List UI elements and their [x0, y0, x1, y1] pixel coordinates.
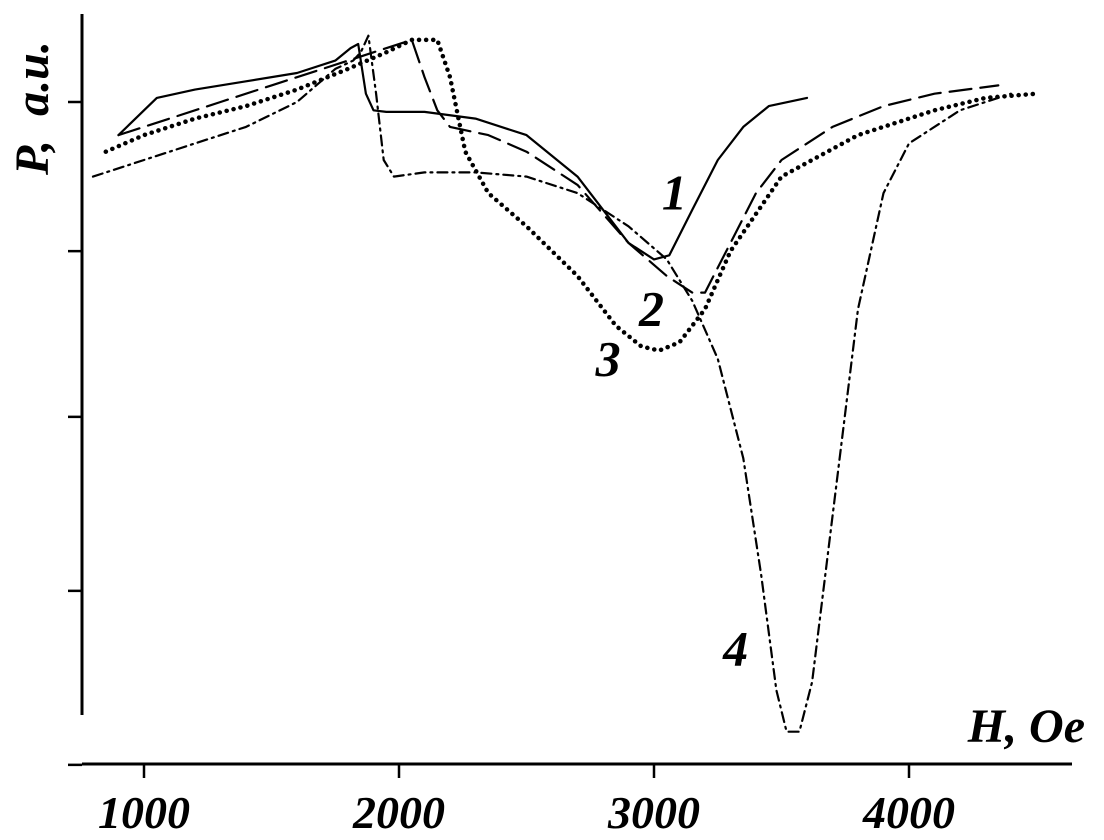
- curve-label-4: 4: [722, 620, 748, 676]
- annotation-layer: 1 23 4: [595, 165, 749, 677]
- x-tick-label-2000: 2000: [352, 787, 445, 838]
- x-tick-label-4000: 4000: [862, 787, 955, 838]
- x-axis-label: H, Oe: [967, 700, 1085, 753]
- x-tick-label-3000: 3000: [607, 787, 700, 838]
- y-axis-label: P, a.u.: [6, 41, 59, 176]
- curve-label-2: 2: [638, 281, 664, 337]
- series-layer: [91, 34, 1039, 733]
- series-line-2: [117, 38, 1000, 294]
- curve-label-3: 3: [595, 330, 621, 386]
- curve-label-1: 1: [662, 165, 687, 221]
- series-line-4: [91, 34, 1013, 733]
- series-line-3: [103, 37, 1039, 353]
- x-tick-label-1000: 1000: [98, 787, 190, 838]
- tick-layer: 1000 2000 3000 4000: [68, 100, 955, 838]
- series-line-1: [117, 42, 809, 261]
